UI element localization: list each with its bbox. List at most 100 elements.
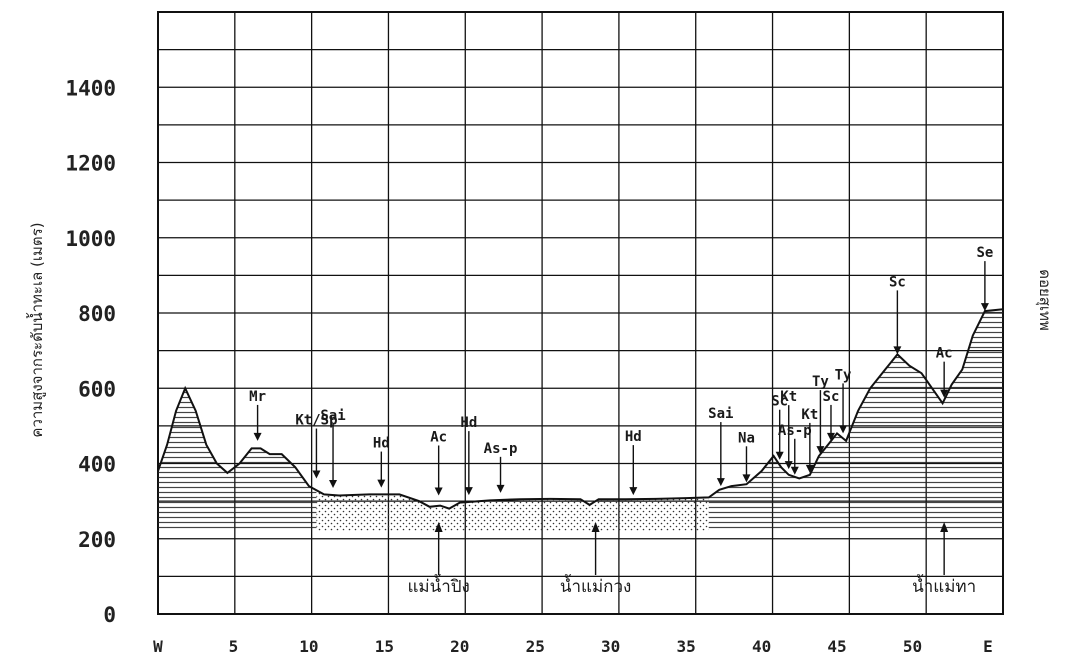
rock-unit-marker: Sai [708,406,733,487]
rock-unit-label: Hd [460,415,477,431]
arrowhead [377,479,386,488]
alluvial-basin-fill [316,489,709,532]
rock-unit-label: Kt [801,407,818,423]
y-tick-label: 600 [78,377,116,401]
x-tick-label: E [983,637,993,656]
rock-unit-marker: Mr [249,389,266,441]
y-tick-label: 200 [78,528,116,552]
rock-unit-marker: Ac [936,346,953,398]
rock-unit-label: Sc [771,394,788,410]
rock-unit-label: Sai [708,406,733,422]
terrain-fill [158,309,1003,532]
rock-unit-marker: Sc [823,389,840,441]
x-tick-label: 15 [375,637,394,656]
rock-unit-marker: Sc [889,274,906,355]
x-tick-label: 5 [229,637,239,656]
rock-unit-marker: As-p [484,441,518,493]
y-axis-ticks: 0 200 400 600 800 1000 1200 1400 [65,76,116,627]
x-tick-label: 35 [676,637,695,656]
arrowhead [980,303,989,312]
arrowhead [434,522,443,532]
y-tick-label: 1000 [65,227,116,251]
rock-unit-marker: Hd [460,415,477,496]
arrowhead [312,470,321,479]
rock-unit-marker: Sai [320,408,346,488]
rock-unit-marker: Se [976,245,993,312]
x-tick-label: W [153,637,163,656]
river-label: น้ำแม่กวง [560,574,631,597]
arrowhead [940,389,949,398]
rock-unit-label: Mr [249,389,266,405]
rock-unit-label: Se [976,245,993,261]
rock-unit-marker: Sc [771,394,788,460]
hatched-hills-west [158,309,317,532]
rock-unit-label: Ty [812,374,829,390]
rock-unit-label: Hd [625,429,642,445]
arrowhead [329,479,338,488]
y-tick-label: 0 [103,603,116,627]
arrowhead [839,425,848,434]
arrowhead [816,446,825,455]
x-tick-label: 25 [526,637,545,656]
rock-unit-label: Kt [780,389,797,405]
rock-unit-marker: Ty [812,374,829,455]
rock-unit-label: Ac [936,346,953,362]
arrowhead [742,474,751,483]
x-axis-ticks: W 5 10 15 20 25 30 35 40 45 50 E [153,637,993,656]
rock-unit-marker: Hd [625,429,642,496]
rock-unit-marker: Kt/Sp [295,413,338,479]
rock-unit-marker: As-p [778,423,812,475]
rock-unit-marker: Kt [801,407,818,473]
y-tick-label: 1400 [65,76,116,100]
x-tick-label: 20 [450,637,469,656]
river-label: น้ำแม่ทา [912,574,976,597]
rock-unit-label: Hd [373,436,390,452]
arrowhead [940,522,949,532]
y-axis-title: ความสูงจากระดับน้ำทะเล (เมตร) [26,222,46,437]
y-tick-label: 400 [78,453,116,477]
river-marker: น้ำแม่ทา [912,522,976,597]
rock-unit-label: Sai [320,408,345,424]
rock-unit-label: Sc [823,389,840,405]
rock-unit-label: Ty [835,367,852,383]
arrowhead [434,487,443,496]
river-label: แม่น้ำปิง [407,574,469,597]
arrowhead [826,432,835,441]
rock-unit-label: Kt/Sp [295,413,337,429]
arrowhead [790,466,799,475]
arrowhead [591,522,600,532]
x-tick-label: 40 [752,637,771,656]
river-labels: แม่น้ำปิง น้ำแม่กวง น้ำแม่ทา [407,522,976,597]
rock-unit-marker: Hd [373,436,390,488]
rock-unit-marker: Kt [780,389,797,470]
arrowhead [775,451,784,460]
rock-unit-label: Na [738,430,755,446]
rock-unit-label: As-p [484,441,518,457]
arrowhead [893,346,902,355]
river-marker: แม่น้ำปิง [407,522,470,597]
arrowhead [464,487,473,496]
hatched-hills-east [708,309,1003,532]
y-tick-label: 1200 [65,152,116,176]
x-tick-label: 45 [827,637,846,656]
arrowhead [629,487,638,496]
arrowhead [784,461,793,470]
x-tick-label: 30 [601,637,620,656]
x-tick-label: 50 [903,637,922,656]
arrowhead [253,432,262,441]
rock-unit-marker: Ac [430,429,447,496]
y-tick-label: 800 [78,302,116,326]
arrowhead [496,484,505,493]
arrowhead [716,478,725,487]
arrowhead [805,464,814,473]
x-tick-label: 10 [299,637,318,656]
rock-unit-marker: Na [738,430,755,483]
river-marker: น้ำแม่กวง [560,522,631,597]
elevation-profile-line [157,308,1004,510]
rock-unit-marker: Ty [835,367,852,434]
right-side-label: ดอยสุเทพ [1035,269,1054,331]
rock-unit-label: Ac [430,429,447,445]
rock-unit-label: Sc [889,274,906,290]
